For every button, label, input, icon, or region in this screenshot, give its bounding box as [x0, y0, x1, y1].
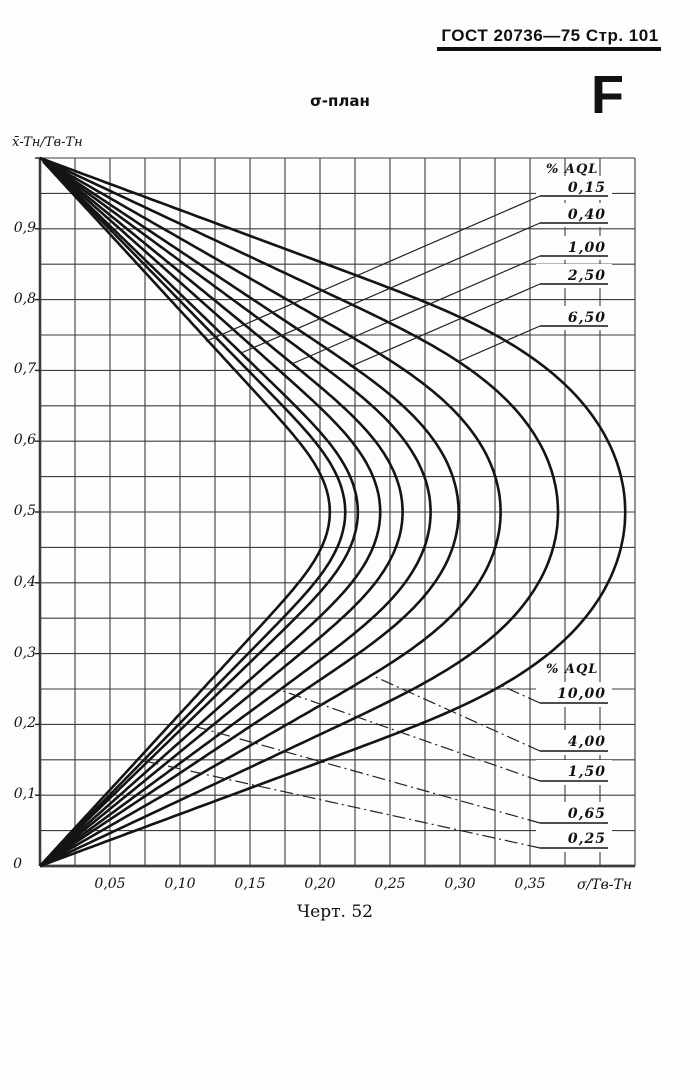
aql-curve-10,00: [39, 156, 627, 868]
x-tick-label-0,10: 0,10: [164, 876, 196, 892]
x-tick-label-0,05: 0,05: [94, 876, 126, 892]
leader-line-1,50: [277, 688, 541, 782]
y-tick-label-0,1: 0,1: [13, 786, 36, 803]
leader-line-10,00: [499, 684, 541, 704]
page-header: ГОСТ 20736—75 Стр. 101: [441, 26, 659, 45]
aql-curve-0,65: [39, 156, 382, 867]
aql-label-10,00: 10,00: [557, 686, 606, 702]
leader-line-1,00: [291, 255, 541, 365]
x-tick-label-0,30: 0,30: [444, 876, 476, 892]
y-tick-label-0,2: 0,2: [13, 715, 36, 732]
leader-line-6,50: [457, 325, 541, 363]
corner-letter-mark: F: [591, 65, 624, 125]
aql-curve-0,25: [39, 156, 347, 867]
aql-header-bottom: % AQL: [546, 662, 599, 677]
leader-line-2,50: [349, 283, 541, 368]
leader-line-0,65: [195, 726, 541, 824]
aql-label-0,65: 0,65: [567, 806, 606, 822]
x-tick-label-0,15: 0,15: [234, 876, 266, 892]
aql-label-0,40: 0,40: [567, 207, 606, 223]
aql-curve-6,50: [39, 156, 560, 868]
aql-curve-1,00: [39, 156, 404, 868]
y-tick-label-0: 0: [13, 856, 22, 872]
figure-caption: Черт. 52: [297, 902, 373, 922]
aql-curve-0,40: [39, 156, 360, 867]
chart-title: σ-план: [310, 92, 370, 110]
aql-curve-1,50: [39, 156, 432, 868]
aql-label-0,15: 0,15: [567, 180, 606, 196]
aql-label-1,00: 1,00: [567, 240, 606, 256]
leader-line-0,15: [205, 195, 541, 342]
aql-curve-0,15: [39, 156, 332, 867]
aql-label-1,50: 1,50: [567, 764, 606, 780]
y-tick-label-0,4: 0,4: [13, 573, 36, 590]
y-tick-label-0,9: 0,9: [13, 219, 36, 236]
aql-curve-2,50: [39, 156, 460, 868]
aql-label-2,50: 2,50: [567, 268, 606, 284]
header-rule: [437, 47, 661, 51]
leader-line-0,40: [239, 222, 541, 355]
aql-label-4,00: 4,00: [567, 734, 606, 750]
x-tick-label-0,20: 0,20: [304, 876, 336, 892]
x-axis-title: σ/Tв-Tн: [577, 877, 633, 893]
y-tick-label-0,6: 0,6: [13, 432, 36, 449]
aql-label-0,25: 0,25: [567, 831, 606, 847]
x-tick-label-0,35: 0,35: [514, 876, 546, 892]
aql-label-6,50: 6,50: [567, 310, 606, 326]
y-axis-title: x̄-Tн/Tв-Tн: [12, 135, 83, 150]
y-tick-label-0,5: 0,5: [13, 503, 36, 519]
y-tick-label-0,8: 0,8: [13, 290, 36, 307]
aql-header-top: % AQL: [546, 162, 599, 177]
y-tick-label-0,7: 0,7: [13, 361, 36, 378]
leader-line-4,00: [369, 673, 541, 752]
aql-curve-4,00: [39, 156, 502, 868]
x-tick-label-0,25: 0,25: [374, 876, 406, 892]
y-tick-label-0,3: 0,3: [13, 644, 36, 661]
leader-line-0,25: [141, 759, 541, 849]
